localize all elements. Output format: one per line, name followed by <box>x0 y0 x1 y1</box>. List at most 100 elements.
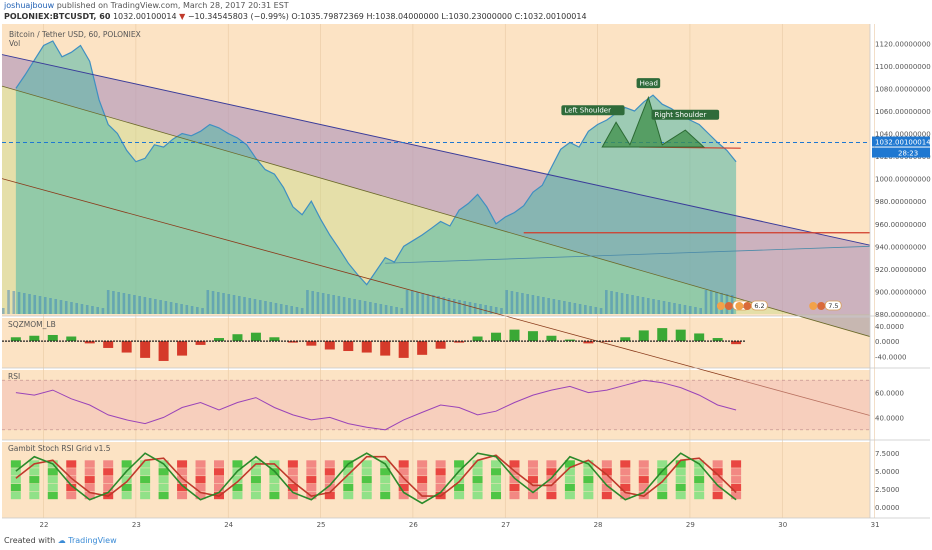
open-value: 1035.79872369 <box>300 12 364 21</box>
stoch-grid-cell <box>675 483 686 492</box>
volume-bar <box>473 303 477 314</box>
stoch-grid-cell <box>214 476 224 484</box>
sqz-label: SQZMOM_LB <box>8 320 56 329</box>
close-label: C: <box>514 12 523 21</box>
stoch-grid-cell <box>158 468 169 476</box>
event-badge[interactable] <box>824 300 842 311</box>
sqz-bar <box>527 331 538 342</box>
stoch-grid-cell <box>472 483 483 492</box>
created-with-text: Created with <box>4 536 56 545</box>
stoch-grid-cell <box>250 476 261 484</box>
volume-bar <box>709 291 713 314</box>
volume-bar <box>201 308 204 314</box>
stoch-grid-cell <box>435 483 446 492</box>
author-link[interactable]: joshuajbouw <box>4 1 55 10</box>
stoch-grid-cell <box>250 491 261 500</box>
volume-bar <box>584 305 587 314</box>
stoch-grid-cell <box>214 483 224 492</box>
rsi-line <box>15 379 737 431</box>
stoch-grid-cell <box>84 476 95 484</box>
high-value: 1038.04000000 <box>375 12 439 21</box>
volume-bar <box>180 304 183 314</box>
volume-bar <box>295 307 299 314</box>
volume-bar <box>683 305 687 314</box>
y-tick-label: 1040.00000000 <box>875 131 931 139</box>
stoch-grid-cell <box>491 468 502 476</box>
volume-bar <box>169 302 173 314</box>
volume-bar <box>237 296 241 314</box>
volume-bar <box>657 300 661 314</box>
stoch-grid-cell <box>417 468 428 476</box>
volume-bar <box>489 306 493 314</box>
volume-bar <box>12 291 16 314</box>
annotation-box <box>636 78 661 89</box>
sqz-bar <box>675 329 686 342</box>
sqz-bar <box>103 341 114 348</box>
event-flag-icon[interactable] <box>817 302 826 310</box>
stoch-grid-cell <box>638 483 649 492</box>
stoch-grid-cell <box>731 468 742 476</box>
sqz-bar <box>546 335 557 342</box>
stoch-grid-cell <box>29 491 40 500</box>
stoch-grid-cell <box>103 483 114 492</box>
stoch-grid-cell <box>195 483 206 492</box>
event-flag-icon[interactable] <box>809 302 818 310</box>
stoch-grid-cell <box>287 460 298 468</box>
volume-bar <box>70 302 73 314</box>
stoch-grid-cell <box>324 491 335 500</box>
stoch-grid-cell <box>454 460 465 468</box>
volume-bar <box>662 301 666 314</box>
stoch-grid-cell <box>232 491 243 500</box>
stoch-grid-cell <box>177 468 188 476</box>
sqz-bar <box>491 332 502 342</box>
high-label: H: <box>366 12 376 21</box>
stoch-grid-cell <box>435 468 446 476</box>
stoch-grid-cell <box>417 460 428 468</box>
y-tick-label: 980.00000000 <box>875 198 926 206</box>
stoch-grid-cell <box>232 476 243 484</box>
volume-bar <box>112 291 115 314</box>
stoch-grid-cell <box>84 468 95 476</box>
stoch-grid-cell <box>472 460 483 468</box>
stoch-grid-cell <box>158 491 169 500</box>
volume-bar <box>400 308 404 314</box>
volume-bar <box>122 293 126 314</box>
stoch-grid-cell <box>306 460 317 468</box>
stoch-grid-cell <box>657 483 668 492</box>
stoch-grid-cell <box>491 491 502 500</box>
stoch-grid-cell <box>620 476 631 484</box>
volume-bar <box>22 293 26 314</box>
volume-bar <box>28 294 31 314</box>
volume-bar <box>264 301 267 314</box>
event-flag-icon[interactable] <box>716 302 725 310</box>
volume-bar <box>552 299 556 314</box>
stoch-grid-cell <box>417 483 428 492</box>
stoch-grid-cell <box>712 460 723 468</box>
low-label: L: <box>441 12 449 21</box>
stoch-grid-cell <box>546 468 557 476</box>
volume-bar <box>358 300 362 314</box>
volume-bar <box>311 291 314 314</box>
volume-bar <box>694 307 697 314</box>
volume-bar <box>594 307 598 314</box>
event-flag-icon[interactable] <box>743 302 752 310</box>
stoch-grid-cell <box>694 483 705 492</box>
tradingview-brand[interactable]: TradingView <box>68 536 117 545</box>
stoch-grid-cell <box>601 468 612 476</box>
volume-bar <box>49 298 52 314</box>
publish-line: joshuajbouw published on TradingView.com… <box>4 1 289 10</box>
stoch-grid-cell <box>177 460 188 468</box>
stoch-grid-cell <box>454 491 465 500</box>
volume-bar <box>484 305 488 314</box>
event-flag-icon[interactable] <box>724 302 733 310</box>
volume-bar <box>85 305 89 314</box>
pattern-label: Right Shoulder <box>655 111 707 119</box>
stoch-grid-cell <box>47 468 58 476</box>
event-badge[interactable] <box>750 300 768 311</box>
stoch-tick-label: 7.5000 <box>875 450 900 458</box>
event-flag-icon[interactable] <box>735 302 744 310</box>
sqz-bar <box>214 338 224 342</box>
volume-bar <box>421 293 425 314</box>
stoch-grid-cell <box>712 491 723 500</box>
